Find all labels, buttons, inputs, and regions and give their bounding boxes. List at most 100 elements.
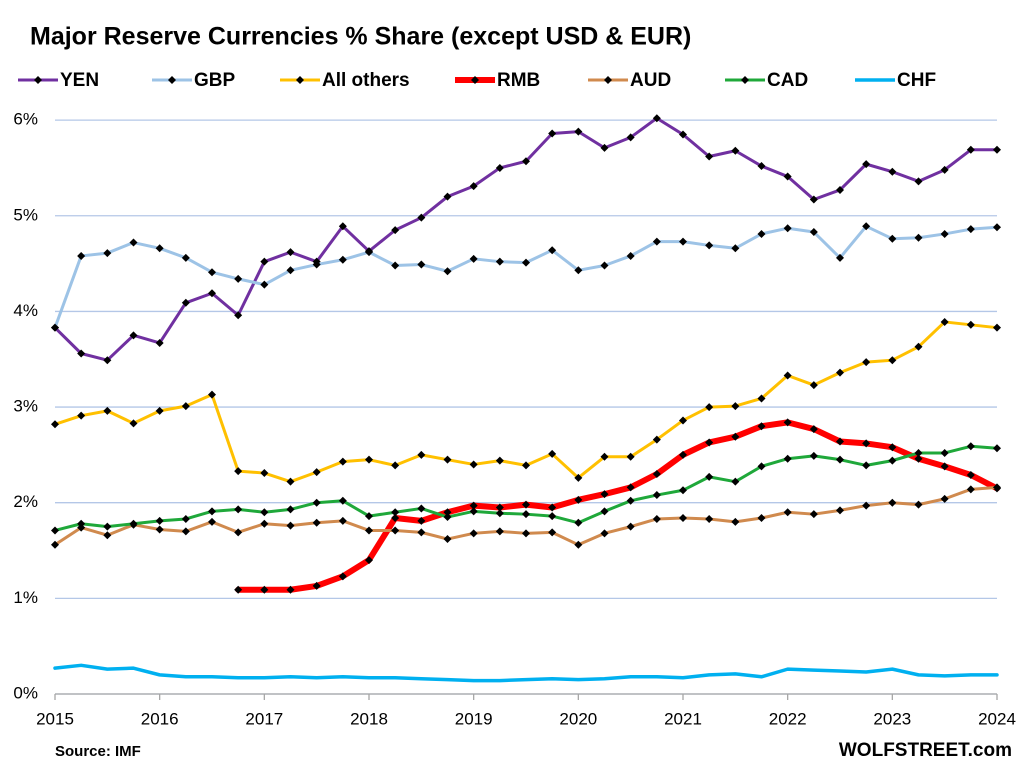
data-point bbox=[862, 160, 871, 169]
data-point bbox=[679, 130, 687, 139]
data-point bbox=[783, 224, 792, 233]
data-point bbox=[522, 529, 530, 538]
data-point bbox=[495, 527, 504, 536]
data-point bbox=[600, 529, 609, 538]
data-point bbox=[338, 496, 347, 505]
data-point bbox=[103, 522, 112, 531]
data-point bbox=[338, 255, 347, 264]
data-point bbox=[783, 508, 792, 517]
data-point bbox=[181, 514, 190, 523]
legend-label: AUD bbox=[630, 70, 671, 91]
x-tick-label: 2018 bbox=[350, 709, 388, 728]
data-point bbox=[312, 498, 321, 507]
data-point bbox=[757, 422, 766, 431]
data-point bbox=[836, 506, 844, 515]
data-point bbox=[862, 501, 871, 510]
data-point bbox=[888, 167, 897, 176]
data-point bbox=[888, 498, 897, 507]
data-point bbox=[548, 503, 557, 512]
data-point bbox=[155, 406, 164, 415]
legend-label: GBP bbox=[194, 70, 236, 91]
data-point bbox=[600, 490, 609, 499]
x-tick-label: 2017 bbox=[245, 709, 283, 728]
data-point bbox=[548, 129, 557, 138]
data-point bbox=[286, 521, 295, 530]
data-point bbox=[809, 451, 818, 460]
data-point bbox=[417, 528, 426, 537]
data-point bbox=[51, 420, 59, 429]
data-point bbox=[181, 402, 190, 411]
data-point bbox=[966, 320, 975, 329]
data-point bbox=[417, 450, 426, 459]
data-point bbox=[103, 406, 112, 415]
data-point bbox=[914, 454, 923, 463]
y-tick-label: 1% bbox=[13, 588, 38, 607]
data-point bbox=[783, 454, 792, 463]
data-point bbox=[705, 472, 714, 481]
legend-marker bbox=[741, 76, 749, 84]
data-point bbox=[783, 418, 792, 427]
data-point bbox=[495, 503, 504, 512]
data-point bbox=[966, 145, 975, 154]
data-point bbox=[129, 519, 138, 528]
data-point bbox=[888, 443, 897, 452]
data-point bbox=[862, 461, 871, 470]
data-point bbox=[888, 234, 897, 243]
data-point bbox=[495, 509, 504, 518]
data-point bbox=[77, 411, 86, 420]
data-point bbox=[338, 457, 347, 466]
data-point bbox=[469, 501, 478, 510]
data-point bbox=[626, 483, 635, 492]
data-point bbox=[914, 448, 923, 457]
data-point bbox=[103, 249, 112, 258]
data-point bbox=[809, 228, 818, 237]
data-point bbox=[888, 356, 897, 365]
data-point bbox=[260, 508, 269, 517]
data-point bbox=[574, 495, 583, 504]
chart-title: Major Reserve Currencies % Share (except… bbox=[30, 23, 691, 51]
data-point bbox=[679, 450, 687, 459]
data-point bbox=[391, 261, 400, 270]
data-point bbox=[417, 213, 426, 222]
data-point bbox=[626, 522, 635, 531]
credit: WOLFSTREET.com bbox=[839, 740, 1012, 761]
data-point bbox=[993, 483, 1001, 492]
data-point bbox=[548, 246, 557, 255]
data-point bbox=[417, 516, 426, 525]
data-point bbox=[234, 585, 243, 594]
data-point bbox=[626, 251, 635, 260]
data-point bbox=[600, 507, 609, 516]
data-point bbox=[469, 254, 478, 263]
data-point bbox=[626, 496, 635, 505]
data-point bbox=[705, 403, 714, 412]
x-tick-label: 2021 bbox=[664, 709, 702, 728]
data-point bbox=[208, 268, 216, 277]
x-tick-label: 2019 bbox=[455, 709, 493, 728]
data-point bbox=[705, 241, 714, 250]
data-point bbox=[391, 508, 400, 517]
data-point bbox=[469, 182, 478, 191]
data-point bbox=[469, 460, 478, 469]
data-point bbox=[679, 486, 687, 495]
legend-label: All others bbox=[322, 70, 410, 91]
data-point bbox=[312, 260, 321, 269]
data-point bbox=[365, 512, 373, 521]
data-point bbox=[495, 456, 504, 465]
data-point bbox=[940, 317, 949, 326]
data-point bbox=[940, 494, 949, 503]
data-point bbox=[652, 237, 661, 246]
data-point bbox=[809, 425, 818, 434]
y-tick-label: 3% bbox=[13, 397, 38, 416]
data-point bbox=[260, 257, 269, 266]
data-point bbox=[208, 390, 216, 399]
data-point bbox=[365, 248, 373, 257]
data-point bbox=[574, 473, 583, 482]
data-point bbox=[260, 585, 269, 594]
data-point bbox=[417, 504, 426, 513]
data-point bbox=[679, 514, 687, 523]
legend-label: RMB bbox=[497, 70, 540, 91]
data-point bbox=[652, 470, 661, 479]
data-point bbox=[443, 455, 452, 464]
data-point bbox=[705, 438, 714, 447]
x-tick-label: 2023 bbox=[873, 709, 911, 728]
